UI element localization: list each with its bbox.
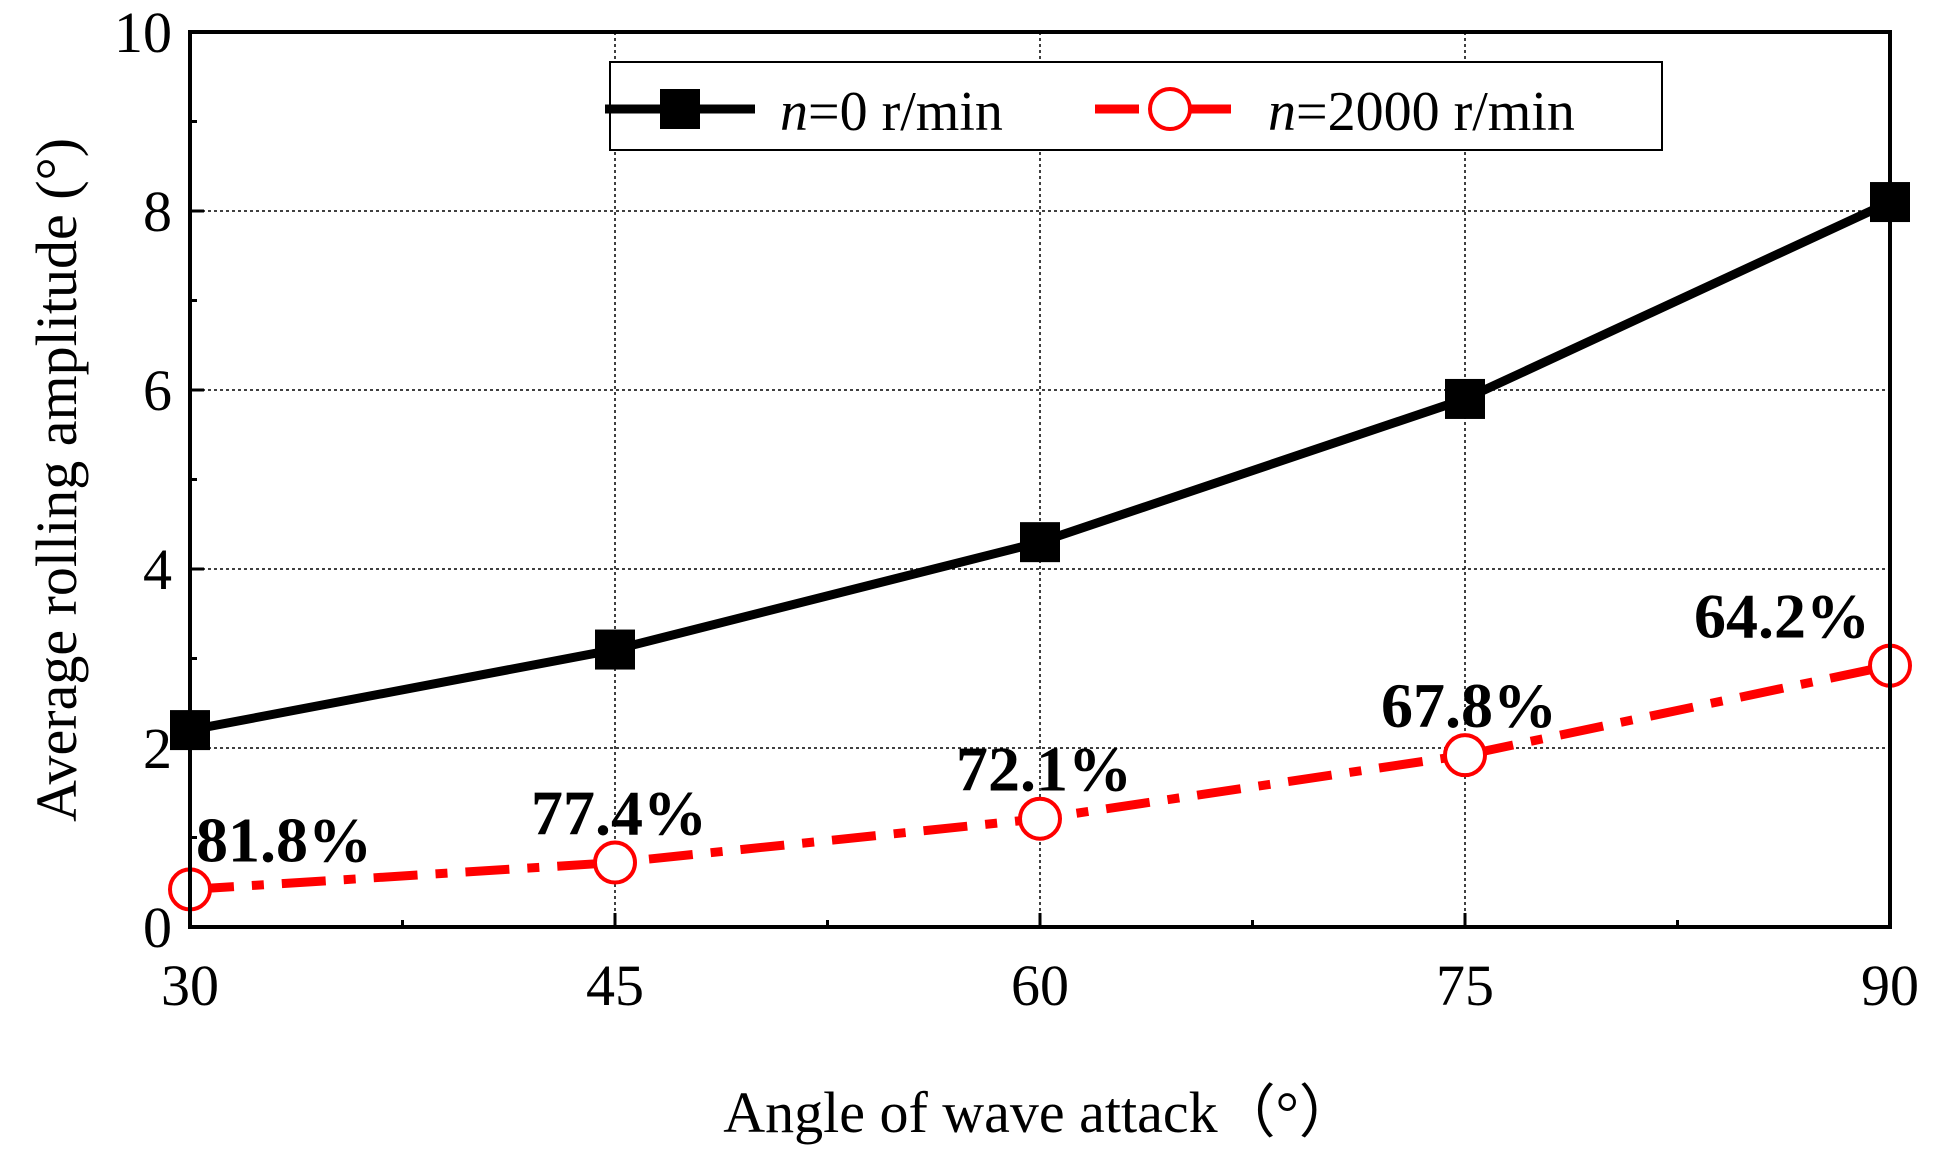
y-tick-label: 10: [114, 0, 172, 65]
ticks: 30 45 60 75 90 0 2 4 6 8 10: [114, 0, 1919, 1018]
x-tick-label: 30: [161, 953, 219, 1018]
legend-series-1-italic: n: [780, 81, 808, 143]
x-axis-title: Angle of wave attack（°）: [723, 1080, 1357, 1145]
x-tick-label: 60: [1011, 953, 1069, 1018]
legend-series-2-rest: =2000 r/min: [1296, 81, 1575, 143]
y-tick-label: 4: [143, 537, 172, 602]
percent-label: 72.1%: [956, 734, 1132, 805]
series-1-point: [1445, 378, 1485, 419]
legend-entry-series-2: n=2000 r/min: [1268, 81, 1575, 143]
series-1-point: [595, 629, 635, 670]
y-tick-label: 2: [143, 716, 172, 781]
legend-series-2-italic: n: [1268, 81, 1296, 143]
percent-label: 77.4%: [531, 778, 707, 849]
legend-entry-series-1: n=0 r/min: [780, 81, 1003, 143]
grid: [190, 32, 1890, 927]
legend: n=0 r/min n=2000 r/min: [605, 61, 1663, 151]
x-tick-label: 75: [1436, 953, 1494, 1018]
y-tick-label: 6: [143, 358, 172, 423]
y-axis-title: Average rolling amplitude (°): [24, 138, 89, 822]
percent-label: 81.8%: [196, 804, 372, 875]
series-1-point: [1020, 522, 1060, 563]
y-tick-label: 0: [143, 895, 172, 960]
x-tick-label: 45: [586, 953, 644, 1018]
series-2-point: [1018, 796, 1062, 841]
legend-marker-series-1: [660, 89, 700, 129]
percent-label: 67.8%: [1381, 670, 1557, 741]
series-2-point: [1443, 733, 1487, 778]
annotations: 81.8% 77.4% 72.1% 67.8% 64.2%: [196, 581, 1870, 876]
legend-marker-series-2: [1148, 87, 1192, 131]
x-tick-label: 90: [1861, 953, 1919, 1018]
y-tick-label: 8: [143, 179, 172, 244]
legend-series-1-rest: =0 r/min: [808, 81, 1003, 143]
percent-label: 64.2%: [1694, 581, 1870, 652]
series-2-point: [593, 840, 637, 885]
